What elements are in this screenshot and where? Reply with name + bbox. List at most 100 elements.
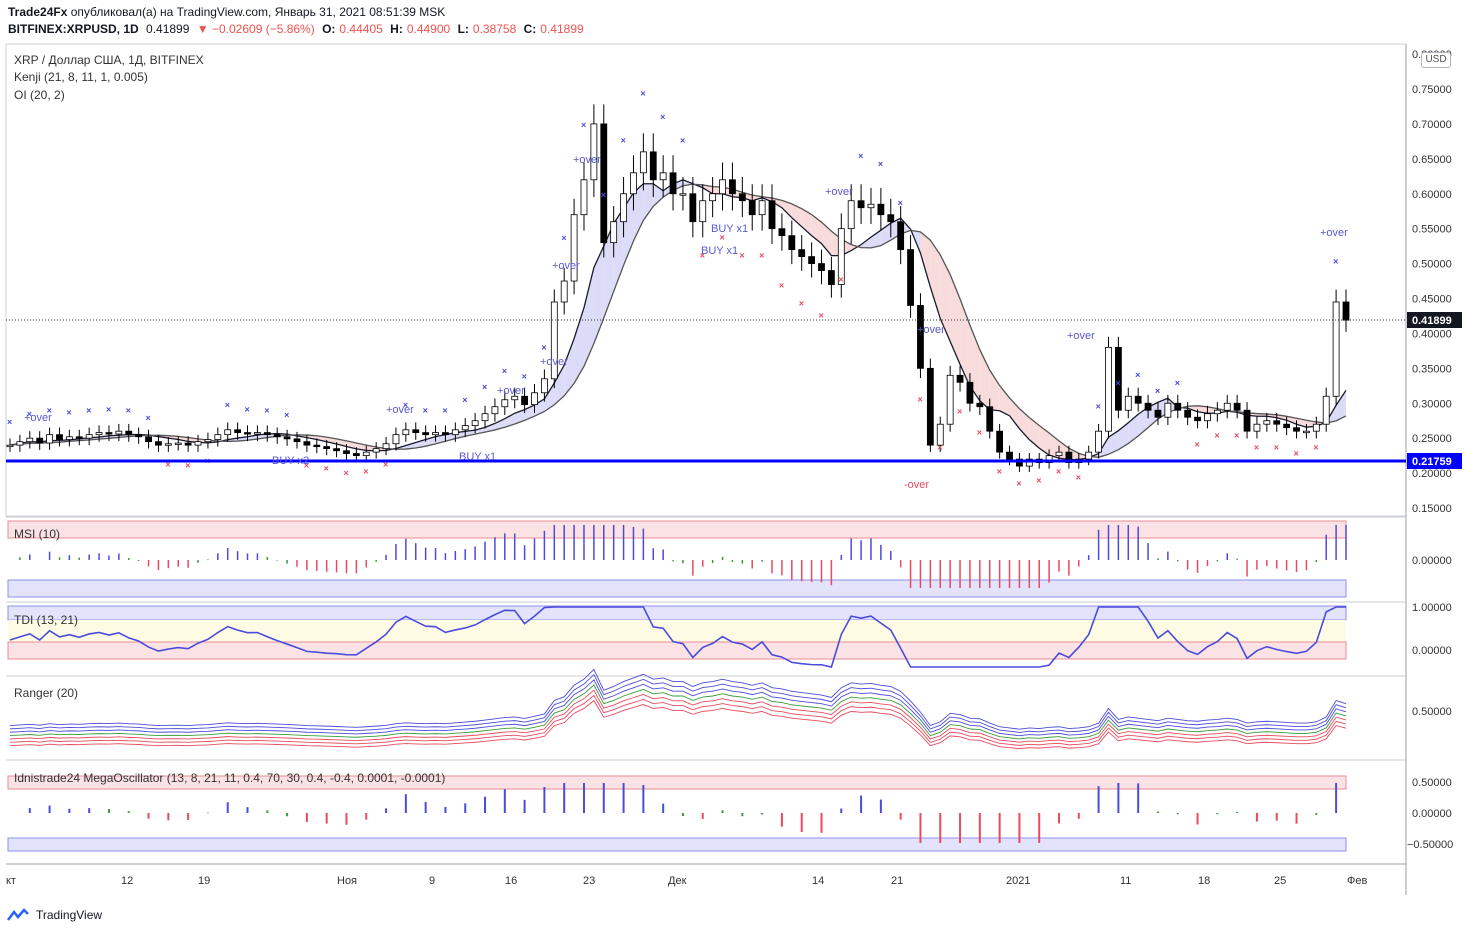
band-segment	[1009, 397, 1020, 429]
ohlc-header: BITFINEX:XRPUSD, 1D 0.41899 ▼ −0.02609 (…	[8, 22, 588, 36]
candle-body	[758, 200, 766, 216]
band-segment	[415, 439, 426, 448]
candle-body	[125, 430, 133, 436]
band-segment	[514, 409, 525, 425]
signal-cross-icon: ×	[1016, 479, 1021, 489]
legend-tdi[interactable]: TDI (13, 21)	[14, 613, 79, 627]
signal-cross-icon: ×	[937, 443, 942, 453]
signal-cross-icon: ×	[1333, 257, 1338, 267]
mega-upper-zone	[7, 775, 1347, 790]
signal-cross-icon: ×	[858, 151, 863, 161]
signal-cross-icon: ×	[898, 198, 903, 208]
candle-body	[966, 381, 974, 404]
legend-main[interactable]: XRP / Доллар США, 1Д, BITFINEX	[14, 53, 204, 67]
legend-kenji[interactable]: Kenji (21, 8, 11, 1, 0.005)	[14, 70, 148, 84]
signal-cross-icon: ×	[1274, 443, 1279, 453]
band-segment	[811, 214, 822, 244]
legend-oi[interactable]: OI (20, 2)	[14, 88, 65, 102]
over-label-minus: -over	[904, 479, 929, 491]
candle-body	[501, 399, 509, 408]
price-axis: 0.75000 0.70000 0.65000 0.60000 0.55000 0.500…	[1412, 84, 1452, 515]
high-label: H:	[390, 22, 403, 36]
candle-body	[1105, 346, 1112, 432]
ranger-axis-half: 0.50000	[1412, 706, 1452, 718]
band-segment	[643, 183, 654, 221]
band-segment	[989, 370, 1000, 411]
candle-body	[65, 436, 73, 440]
candle-body	[422, 432, 430, 436]
time-tick-label: 11	[1120, 875, 1131, 887]
buy-label-4: BUY x1	[701, 245, 738, 257]
candle-body	[521, 395, 529, 406]
candle-body	[481, 413, 489, 422]
publisher-name[interactable]: Trade24Fx	[8, 5, 68, 19]
candle-body	[560, 280, 568, 303]
legend-ranger[interactable]: Ranger (20)	[14, 686, 79, 700]
band-segment	[1019, 408, 1030, 440]
signal-cross-icon: ×	[1294, 449, 1299, 459]
candle-body	[1233, 402, 1241, 411]
signal-cross-icon: ×	[126, 405, 131, 415]
fast-ma-line	[9, 179, 1347, 461]
ranger-band-line	[9, 679, 1347, 737]
candle-body	[748, 200, 756, 216]
signal-cross-icon: ×	[502, 366, 507, 376]
msi-oversold-zone	[7, 579, 1347, 598]
ranger-lines	[9, 668, 1347, 750]
band-segment	[930, 240, 941, 319]
band-segment	[801, 208, 812, 236]
candle-body	[531, 392, 538, 406]
candle-body	[1164, 402, 1172, 418]
price-tick-label: 0.75000	[1412, 84, 1452, 96]
candle-body	[461, 425, 469, 431]
time-tick-label: Фев	[1347, 875, 1367, 887]
candle-body	[669, 172, 677, 195]
signal-cross-icon: ×	[1135, 370, 1140, 380]
band-segment	[554, 365, 565, 405]
candle-body	[135, 434, 143, 438]
currency-button[interactable]: USD	[1421, 52, 1451, 68]
time-tick-label: Дек	[668, 875, 687, 887]
time-tick-label: 19	[198, 875, 210, 887]
band-segment	[633, 183, 644, 242]
candle-body	[1204, 413, 1211, 422]
low-label: L:	[457, 22, 469, 36]
candle-body	[541, 378, 548, 394]
last-price-tag	[1407, 312, 1462, 328]
candle-body	[1095, 430, 1102, 453]
candle-body	[1045, 455, 1053, 464]
band-segment	[534, 398, 545, 417]
ranger-band-line	[9, 684, 1347, 740]
signal-cross-icon: ×	[7, 417, 12, 427]
signal-cross-icon: ×	[225, 400, 230, 410]
candle-body	[689, 193, 697, 223]
candle-body	[432, 432, 439, 436]
footer-brand[interactable]: TradingView	[36, 908, 103, 922]
candle-body	[362, 451, 370, 457]
candle-body	[392, 434, 400, 445]
candle-body	[194, 441, 202, 446]
candle-body	[649, 151, 657, 181]
open-label: O:	[322, 22, 336, 36]
candle-body	[788, 235, 796, 251]
candle-body	[837, 228, 845, 285]
legend-mega[interactable]: Idnistrade24 MegaOscillator (13, 8, 21, …	[14, 771, 446, 785]
band-segment	[870, 230, 881, 248]
last-price-tag-text: 0.41899	[1412, 315, 1452, 327]
band-segment	[574, 307, 584, 384]
candle-body	[323, 446, 331, 450]
signal-cross-icon: ×	[1254, 443, 1259, 453]
legend-msi[interactable]: MSI (10)	[14, 527, 61, 541]
signal-cross-icon: ×	[343, 468, 348, 478]
candle-body	[827, 270, 835, 285]
candle-body	[471, 420, 479, 426]
time-tick-label: 21	[891, 875, 903, 887]
candle-body	[85, 434, 93, 439]
candle-body	[867, 203, 875, 209]
candle-body	[1273, 420, 1281, 425]
price-tick-label: 0.35000	[1412, 363, 1452, 375]
signal-cross-icon: ×	[997, 467, 1002, 477]
candle-body	[1016, 458, 1023, 467]
band-segment	[960, 298, 970, 387]
